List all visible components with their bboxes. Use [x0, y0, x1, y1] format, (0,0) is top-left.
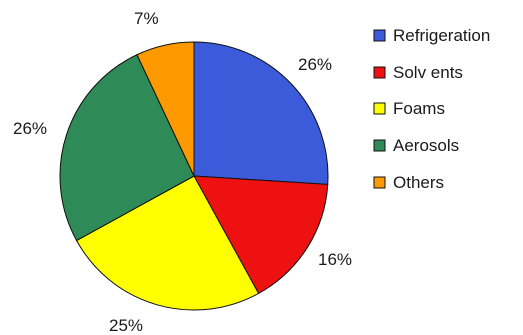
data-label-others: 7%: [134, 9, 159, 28]
legend-label-foams: Foams: [393, 99, 445, 118]
legend-label-aerosols: Aerosols: [393, 136, 459, 155]
legend-swatch-refrigeration: [373, 29, 386, 42]
legend-label-refrigeration: Refrigeration: [393, 26, 490, 45]
data-label-refrigeration: 26%: [298, 55, 332, 74]
legend-label-solvents: Solv ents: [393, 63, 463, 82]
data-label-solvents: 16%: [318, 250, 352, 269]
pie-slice-solvents: [193, 175, 329, 295]
legend-swatch-foams: [373, 102, 386, 115]
pie-slice-refrigeration: [193, 41, 329, 185]
pie-slices: [59, 41, 329, 311]
legend-item-foams: Foams: [373, 99, 445, 118]
data-label-foams: 25%: [109, 316, 143, 335]
pie-slice-aerosols: [59, 54, 195, 242]
legend-item-others: Others: [373, 173, 444, 192]
legend: Refrigeration Solv ents Foams Aerosols O…: [373, 26, 490, 192]
pie-data-labels: 26% 16% 25% 26% 7%: [13, 9, 352, 335]
pie-slice-others: [136, 41, 195, 177]
legend-label-others: Others: [393, 173, 444, 192]
legend-item-solvents: Solv ents: [373, 63, 463, 82]
legend-swatch-others: [373, 176, 386, 189]
legend-swatch-solvents: [373, 66, 386, 79]
legend-swatch-aerosols: [373, 139, 386, 152]
legend-item-refrigeration: Refrigeration: [373, 26, 490, 45]
pie-slice-foams: [75, 175, 260, 311]
data-label-aerosols: 26%: [13, 119, 47, 138]
legend-item-aerosols: Aerosols: [373, 136, 459, 155]
